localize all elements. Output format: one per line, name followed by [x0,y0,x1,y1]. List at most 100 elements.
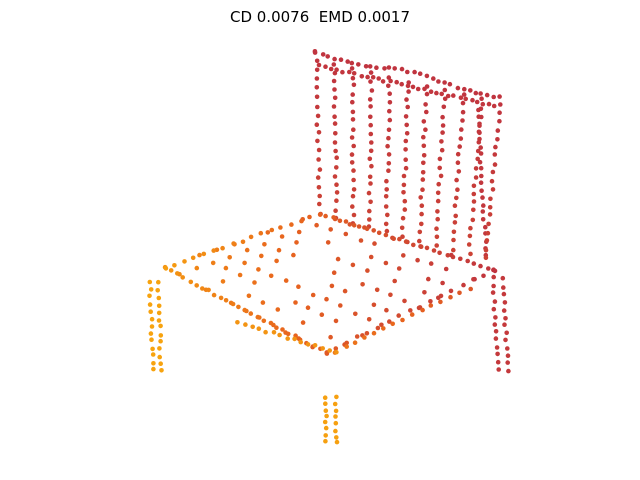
cloud-point [405,69,410,75]
cloud-point [331,104,337,109]
cloud-point [405,83,411,89]
cloud-point [412,69,417,75]
cloud-point [333,346,339,351]
cloud-point [194,283,199,288]
cloud-point [420,307,425,313]
cloud-point [491,274,497,280]
cloud-point [478,91,483,96]
cloud-point [305,305,311,311]
cloud-point [349,135,355,140]
cloud-point [384,187,390,192]
cloud-point [421,153,427,158]
cloud-point [347,69,352,75]
cloud-point [391,236,397,241]
cloud-point [503,316,508,321]
cloud-point [325,240,331,245]
cloud-point [468,225,473,231]
cloud-point [399,81,405,87]
cloud-point [252,280,257,285]
cloud-point [424,91,430,97]
cloud-point [148,309,153,315]
cloud-point [351,177,356,183]
cloud-point [492,162,498,167]
cloud-point [292,336,297,342]
cloud-point [392,66,398,71]
cloud-point [323,433,329,438]
cloud-point [434,226,439,231]
cloud-point [218,295,224,301]
cloud-point [415,257,420,263]
cloud-point [428,261,434,266]
cloud-point [335,256,341,262]
cloud-point [440,114,445,120]
cloud-point [452,220,458,225]
cloud-point [368,122,374,128]
cloud-point [473,175,479,180]
cloud-point [477,121,482,127]
cloud-point [471,183,477,189]
cloud-point [158,338,163,344]
cloud-point [367,156,373,162]
cloud-point [324,413,329,419]
cloud-point [296,284,301,290]
cloud-point [497,110,502,115]
cloud-point [404,122,410,128]
cloud-point [285,336,291,341]
cloud-point [342,288,348,294]
cloud-point [494,345,500,350]
cloud-point [314,94,320,100]
cloud-point [328,227,334,232]
cloud-point [333,148,338,154]
cloud-point [338,303,343,308]
cloud-point [439,91,445,97]
cloud-point [475,156,481,162]
cloud-point [325,54,331,59]
cloud-point [158,361,163,367]
cloud-point [310,292,316,298]
cloud-point [481,203,486,208]
cloud-point [436,79,441,84]
cloud-point [149,337,154,343]
cloud-point [268,273,274,279]
cloud-point [456,169,462,174]
cloud-point [333,208,338,213]
cloud-point [438,293,444,299]
cloud-point [401,182,407,188]
cloud-point [437,156,443,162]
cloud-point [493,336,499,341]
cloud-point [453,213,459,219]
cloud-point [359,74,365,79]
cloud-point [421,160,426,166]
cloud-point [350,193,356,199]
cloud-point [363,64,369,69]
cloud-point [424,73,430,79]
cloud-point [356,224,362,229]
cloud-point [332,140,338,145]
cloud-point [201,251,207,257]
cloud-point [451,229,457,235]
cloud-point [334,182,339,187]
cloud-point [333,414,338,419]
cloud-point [369,163,374,169]
cloud-point [424,245,430,251]
cloud-point [438,173,444,179]
cloud-point [334,439,340,445]
cloud-point [431,248,437,253]
cloud-point [350,92,356,97]
cloud-point [374,287,380,293]
cloud-point [368,114,373,120]
cloud-point [492,299,498,304]
cloud-point [451,247,456,253]
cloud-point [223,265,229,271]
cloud-point [424,109,429,115]
cloud-point [350,262,356,268]
cloud-point [298,339,304,345]
cloud-point [402,298,407,304]
cloud-point [351,71,357,76]
cloud-point [349,66,355,71]
cloud-point [386,83,391,89]
cloud-point [307,214,312,220]
cloud-point [148,331,154,336]
cloud-point [478,145,484,150]
